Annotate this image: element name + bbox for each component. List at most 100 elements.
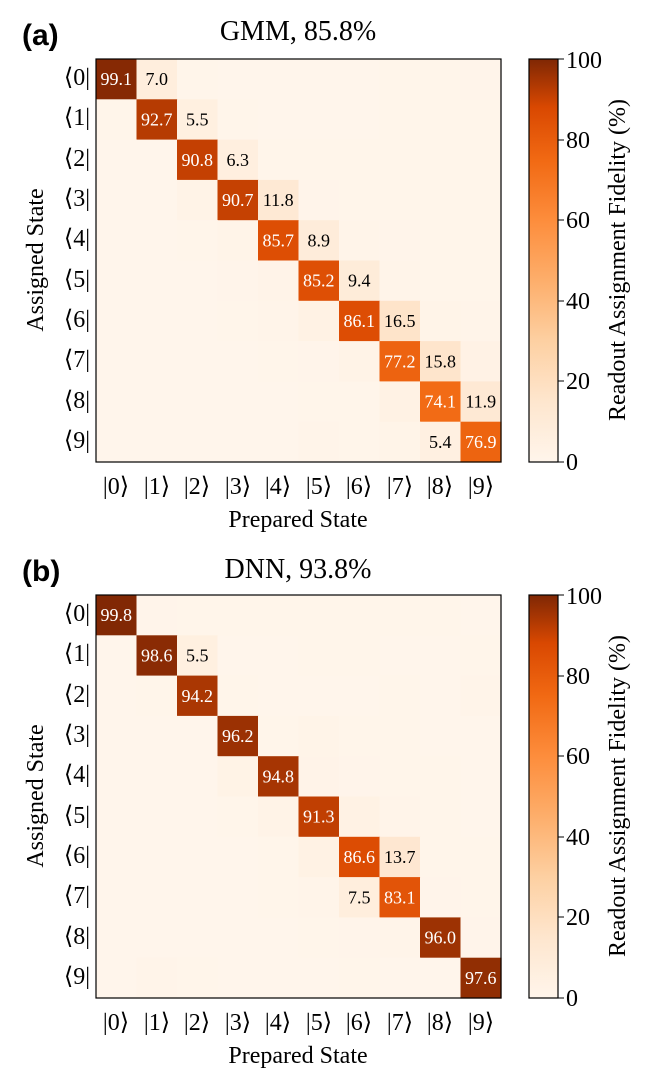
panel-a-cell-r9-c8	[420, 421, 462, 463]
panel-a-cb-tick-100: 100	[566, 48, 602, 74]
panel-a-cell-r7-c1	[136, 341, 178, 382]
panel-b-cell-r3-c9	[460, 715, 502, 757]
panel-b-xtick-3: |3⟩	[225, 1010, 251, 1036]
panel-b-xtick-8: |8⟩	[427, 1010, 453, 1036]
panel-a-cell-r5-c2	[177, 260, 219, 302]
panel-b-cell-r4-c3	[217, 756, 259, 798]
panel-b-cell-r6-c4	[258, 836, 300, 878]
panel-a-cell-r1-c5	[298, 99, 340, 141]
panel-b-cell-r0-c2	[177, 595, 219, 636]
panel-b-cell-r2-c6	[339, 675, 381, 717]
panel-a-cell-label-r4-c4: 85.7	[263, 230, 295, 250]
panel-b-cell-r8-c1	[136, 917, 178, 959]
panel-a-cell-r7-c8	[420, 341, 462, 382]
panel-b-ytick-5: ⟨5|	[64, 803, 90, 829]
panel-a-cell-r0-c2	[177, 59, 219, 100]
panel-b-cell-r1-c6	[339, 635, 381, 677]
panel-b-cell-r7-c1	[136, 877, 178, 918]
panel-a-cell-r6-c2	[177, 300, 219, 342]
panel-a-cell-r8-c6	[339, 381, 381, 423]
panel-b-ytick-2: ⟨2|	[64, 682, 90, 708]
panel-b-cell-r1-c4	[258, 635, 300, 677]
panel-b-cell-r5-c4	[258, 796, 300, 838]
panel-b-cell-r3-c6	[339, 715, 381, 757]
panel-a-colorbar-label: Readout Assignment Fidelity (%)	[605, 99, 631, 421]
panel-b-cell-r6-c2	[177, 836, 219, 878]
panel-a-label: (a)	[22, 19, 59, 52]
panel-b-cell-r7-c8	[420, 877, 462, 918]
panel-a-cell-label-r3-c3: 90.7	[222, 190, 254, 210]
panel-a-cell-r3-c0	[96, 179, 138, 221]
panel-a-cell-r2-c5	[298, 139, 340, 181]
panel-a-cell-r1-c0	[96, 99, 138, 141]
panel-a-cell-r7-c0	[96, 341, 138, 382]
panel-a-cell-label-r7-c8: 15.8	[425, 351, 457, 371]
panel-b-cell-r5-c8	[420, 796, 462, 838]
panel-a-cell-r7-c6	[339, 341, 381, 382]
panel-a-cell-r1-c8	[420, 99, 462, 141]
panel-b-cell-r8-c4	[258, 917, 300, 959]
panel-b-y-axis-label: Assigned State	[23, 724, 49, 867]
panel-b-cell-r0-c7	[379, 595, 421, 636]
panel-b-cell-r5-c7	[379, 796, 421, 838]
panel-b-ytick-9: ⟨9|	[64, 964, 90, 990]
panel-a-cell-r3-c6	[339, 179, 381, 221]
panel-a-cell-r2-c8	[420, 139, 462, 181]
panel-a-cell-r6-c0	[96, 300, 138, 342]
panel-b-cell-label-r8-c8: 96.0	[425, 928, 457, 948]
panel-a-cb-tick-20: 20	[566, 369, 590, 395]
panel-b-cell-r6-c6	[339, 836, 381, 878]
panel-b-cell-r6-c1	[136, 836, 178, 878]
panel-b-xtick-2: |2⟩	[184, 1010, 210, 1036]
panel-a-cell-r1-c1	[136, 99, 178, 141]
panel-a-cell-r5-c3	[217, 260, 259, 302]
panel-b-cell-r7-c6	[339, 877, 381, 918]
panel-a-cell-r0-c1	[136, 59, 178, 100]
panel-a-cell-r4-c8	[420, 220, 462, 262]
panel-a-cell-r2-c9	[460, 139, 502, 181]
panel-b-ytick-3: ⟨3|	[64, 722, 90, 748]
panel-b-cell-r7-c4	[258, 877, 300, 918]
panel-a-cell-r2-c0	[96, 139, 138, 181]
panel-b-cell-r5-c6	[339, 796, 381, 838]
panel-a-cell-r9-c0	[96, 421, 138, 463]
panel-b-cell-label-r0-c0: 99.8	[101, 605, 133, 625]
panel-a-xtick-7: |7⟩	[387, 474, 413, 500]
panel-b-cell-label-r2-c2: 94.2	[182, 686, 214, 706]
panel-a-cell-r0-c7	[379, 59, 421, 100]
panel-a-cell-annotations: 99.1 7.0 92.7 5.5 90.8 6.3 90.7 11.8 85.7 8.9 85.2…	[101, 69, 497, 452]
panel-a-cell-r5-c0	[96, 260, 138, 302]
panel-b-cell-r4-c1	[136, 756, 178, 798]
panel-a-cell-r7-c9	[460, 341, 502, 382]
panel-a: (a) GMM, 85.8% 99.1 7.0 92.7 5.5 90.8 6.3 90.7…	[22, 16, 631, 533]
panel-b-cell-label-r9-c9: 97.6	[465, 968, 497, 988]
panel-a-cell-label-r6-c7: 16.5	[384, 311, 416, 331]
panel-a-cell-r3-c2	[177, 179, 219, 221]
panel-b-cell-r9-c4	[258, 957, 300, 999]
panel-a-cell-r8-c2	[177, 381, 219, 423]
panel-a-xtick-5: |5⟩	[306, 474, 332, 500]
panel-b-y-ticks: ⟨0| ⟨1| ⟨2| ⟨3| ⟨4| ⟨5| ⟨6| ⟨7| ⟨8| ⟨9|	[64, 601, 90, 990]
panel-b-cell-r8-c8	[420, 917, 462, 959]
panel-b-cell-r1-c9	[460, 635, 502, 677]
panel-a-cell-label-r2-c3: 6.3	[227, 150, 250, 170]
panel-b-cell-r8-c3	[217, 917, 259, 959]
panel-a-ytick-1: ⟨1|	[64, 105, 90, 131]
panel-a-cell-r5-c7	[379, 260, 421, 302]
panel-a-cell-r6-c5	[298, 300, 340, 342]
panel-b-cell-r8-c6	[339, 917, 381, 959]
panel-a-cb-tick-40: 40	[566, 289, 590, 315]
panel-b-cell-r1-c0	[96, 635, 138, 677]
panel-a-ytick-4: ⟨4|	[64, 226, 90, 252]
panel-b-cell-label-r7-c6: 7.5	[348, 887, 371, 907]
panel-a-cell-r3-c1	[136, 179, 178, 221]
panel-b-label: (b)	[22, 555, 60, 588]
panel-a-cell-r1-c3	[217, 99, 259, 141]
panel-a-cell-r6-c7	[379, 300, 421, 342]
panel-b-cell-r0-c5	[298, 595, 340, 636]
panel-b-xtick-1: |1⟩	[144, 1010, 170, 1036]
panel-b-cell-r2-c0	[96, 675, 138, 717]
panel-b-cell-r1-c7	[379, 635, 421, 677]
panel-b-cell-r0-c1	[136, 595, 178, 636]
panel-b-cell-r2-c7	[379, 675, 421, 717]
